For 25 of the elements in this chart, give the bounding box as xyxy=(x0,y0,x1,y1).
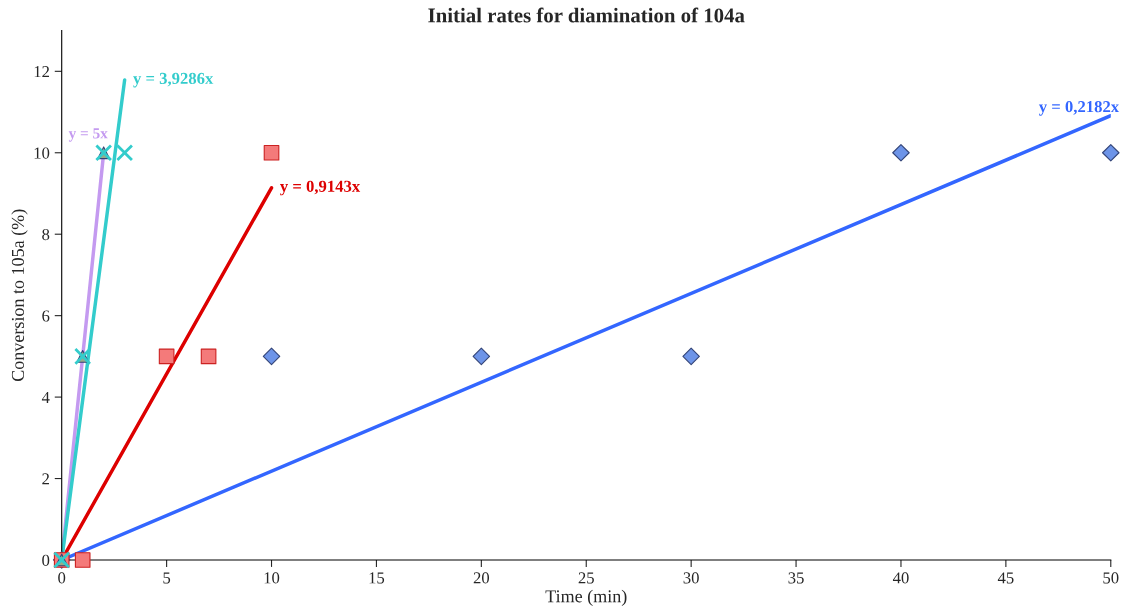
x-tick-label: 20 xyxy=(473,572,490,584)
series-label: y = 0,9143x xyxy=(280,180,361,196)
x-tick-label: 0 xyxy=(58,572,66,584)
y-axis-title: Conversion to 105a (%) xyxy=(11,209,28,382)
series-label: y = 5x xyxy=(68,128,108,142)
x-tick-label: 50 xyxy=(1103,572,1119,584)
y-tick-label: 2 xyxy=(42,473,49,485)
y-tick-label: 10 xyxy=(34,147,50,159)
series-label: y = 3,9286x xyxy=(133,72,214,88)
x-tick-label: 15 xyxy=(369,572,385,584)
x-tick-label: 30 xyxy=(683,572,699,584)
chart-title: Initial rates for diamination of 104a xyxy=(428,7,745,23)
y-tick-label: 8 xyxy=(42,228,50,241)
x-tick-label: 35 xyxy=(788,572,804,584)
x-tick-label: 45 xyxy=(997,572,1014,584)
y-tick-label: 0 xyxy=(42,554,50,566)
x-tick-label: 25 xyxy=(578,572,594,584)
x-tick-label: 10 xyxy=(264,572,280,584)
x-tick-label: 40 xyxy=(892,572,909,584)
y-tick-label: 12 xyxy=(34,66,49,78)
x-tick-label: 5 xyxy=(163,572,171,584)
y-tick-label: 6 xyxy=(42,310,50,322)
y-tick-label: 4 xyxy=(41,391,50,403)
series-label: y = 0,2182x xyxy=(1038,101,1120,116)
x-axis-title: Time (min) xyxy=(545,589,627,607)
